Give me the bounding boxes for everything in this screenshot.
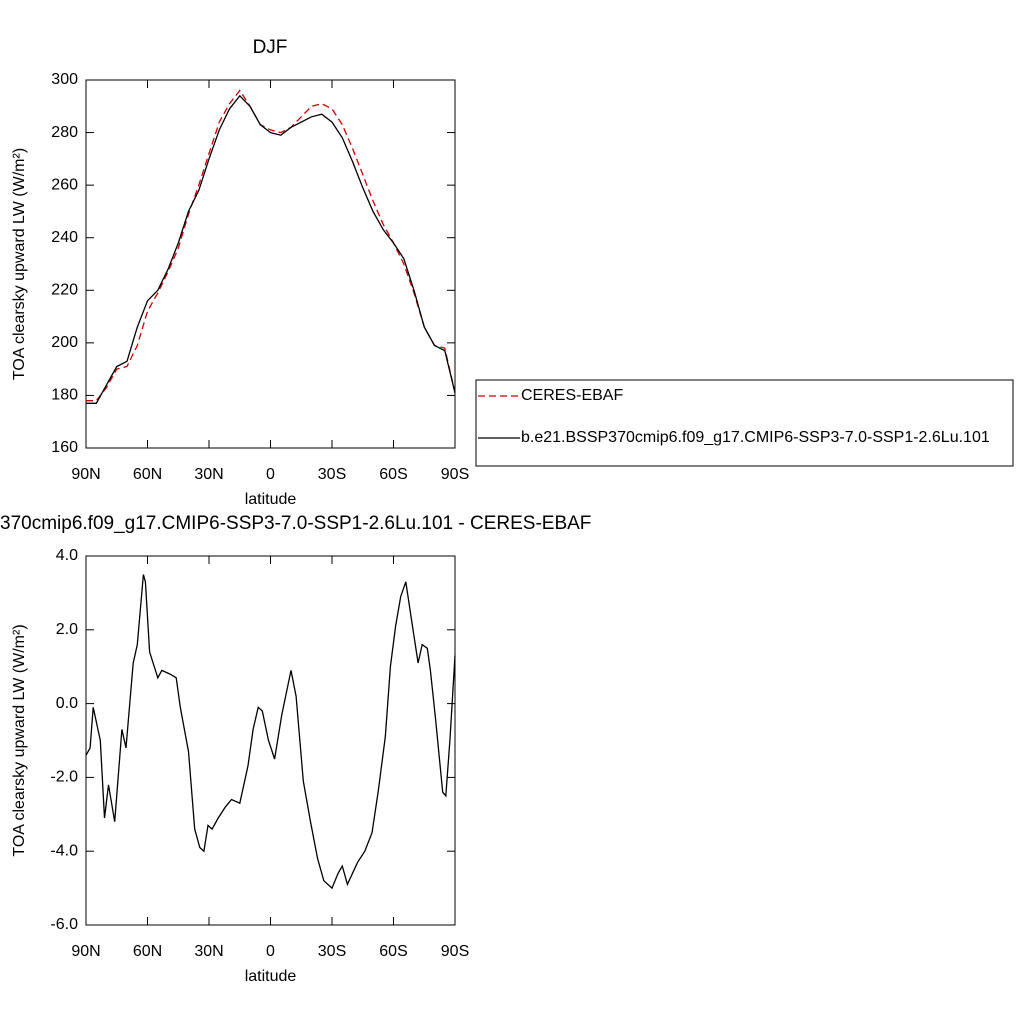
x-tick-label: 30N xyxy=(194,943,223,960)
y-tick-label: -4.0 xyxy=(50,842,78,859)
x-tick-label: 60S xyxy=(379,466,407,483)
x-tick-label: 60N xyxy=(133,943,162,960)
plot-frame xyxy=(85,555,456,926)
x-tick-label: 30N xyxy=(194,466,223,483)
data-line xyxy=(85,574,456,890)
y-tick-label: -6.0 xyxy=(50,916,78,933)
y-tick-label: 260 xyxy=(51,176,78,193)
plot-frame xyxy=(85,79,456,449)
x-axis-label: latitude xyxy=(245,491,297,508)
legend-label: b.e21.BSSP370cmip6.f09_g17.CMIP6-SSP3-7.… xyxy=(521,429,990,446)
y-tick-label: 280 xyxy=(51,124,78,141)
x-tick-label: 0 xyxy=(266,943,275,960)
y-tick-label: 4.0 xyxy=(56,547,78,564)
legend-box xyxy=(475,379,1014,467)
y-tick-label: 220 xyxy=(51,282,78,299)
x-tick-label: 60S xyxy=(379,943,407,960)
legend-label: CERES-EBAF xyxy=(521,387,623,404)
x-tick-label: 90N xyxy=(71,943,100,960)
y-axis-label: TOA clearsky upward LW (W/m²) xyxy=(11,148,28,380)
x-tick-label: 0 xyxy=(266,466,275,483)
chart-title: 370cmip6.f09_g17.CMIP6-SSP3-7.0-SSP1-2.6… xyxy=(0,513,591,534)
data-line xyxy=(86,89,456,402)
y-tick-label: 200 xyxy=(51,334,78,351)
y-tick-label: 240 xyxy=(51,229,78,246)
y-tick-label: 180 xyxy=(51,387,78,404)
x-axis-label: latitude xyxy=(245,968,297,985)
x-tick-label: 90N xyxy=(71,466,100,483)
y-tick-label: 0.0 xyxy=(56,695,78,712)
data-line xyxy=(86,94,456,404)
x-tick-label: 30S xyxy=(318,466,346,483)
y-tick-label: 300 xyxy=(51,71,78,88)
y-tick-label: 160 xyxy=(51,439,78,456)
chart-title: DJF xyxy=(253,37,288,58)
y-axis-label: TOA clearsky upward LW (W/m²) xyxy=(11,624,28,856)
y-tick-label: 2.0 xyxy=(56,621,78,638)
x-tick-label: 60N xyxy=(133,466,162,483)
x-tick-label: 90S xyxy=(441,466,469,483)
y-tick-label: -2.0 xyxy=(50,769,78,786)
x-tick-label: 90S xyxy=(441,943,469,960)
x-tick-label: 30S xyxy=(318,943,346,960)
